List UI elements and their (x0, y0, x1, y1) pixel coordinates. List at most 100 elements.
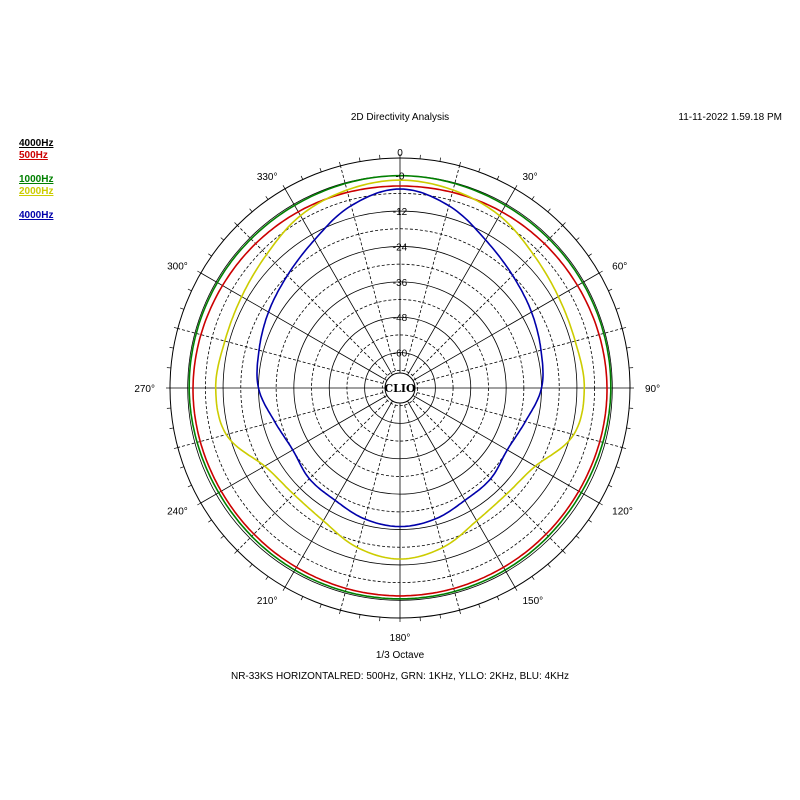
tick-mark (187, 288, 192, 292)
tick-mark (439, 157, 441, 162)
tick-mark (575, 535, 580, 539)
angle-tick-label: 90° (645, 384, 660, 395)
tick-mark (575, 237, 580, 241)
tick-mark (265, 196, 269, 200)
tick-mark (319, 604, 322, 609)
tick-mark (439, 614, 441, 619)
radial-tick-label: -60 (393, 349, 408, 360)
spoke (399, 387, 516, 588)
legend-entry: 4000Hz (19, 138, 54, 149)
spoke-minor (416, 392, 623, 448)
legend-entry: 500Hz (19, 150, 48, 161)
tick-mark (173, 327, 178, 329)
legend-entry: 1000Hz (19, 174, 54, 185)
octave-label: 1/3 Octave (375, 650, 425, 661)
center-badge (384, 372, 416, 404)
legend-entry: 2000Hz (19, 186, 54, 197)
tick-mark (173, 447, 178, 449)
tick-mark (588, 519, 592, 523)
spoke-minor (177, 392, 384, 448)
tick-mark (622, 447, 627, 449)
series-curve-2 (214, 179, 586, 560)
radial-tick-label: -0 (396, 172, 405, 183)
spoke-minor (404, 404, 460, 611)
tick-mark (234, 222, 238, 226)
spoke-minor (412, 225, 563, 376)
angle-tick-label: 0 (397, 148, 403, 159)
angle-tick-label: 60° (612, 262, 627, 273)
legend-entry: 4000Hz (19, 210, 54, 221)
tick-mark (187, 484, 192, 488)
radial-tick-label: -12 (393, 207, 408, 218)
tick-mark (169, 427, 174, 429)
tick-mark (282, 587, 286, 591)
spoke (284, 387, 401, 588)
spoke (399, 188, 516, 389)
spoke (399, 272, 600, 389)
tick-mark (339, 161, 341, 166)
angle-tick-label: 300° (167, 262, 188, 273)
tick-mark (265, 576, 269, 580)
tick-mark (514, 587, 518, 591)
chart-title: 2D Directivity Analysis (350, 112, 450, 123)
angle-tick-label: 240° (167, 507, 188, 518)
tick-mark (234, 550, 238, 554)
tick-mark (179, 466, 184, 469)
tick-mark (496, 596, 500, 601)
spoke (399, 387, 600, 504)
angle-tick-label: 180° (390, 633, 411, 644)
series-curve-0 (192, 185, 608, 597)
series-curve-3 (256, 188, 544, 528)
tick-mark (339, 610, 341, 615)
tick-mark (179, 307, 184, 310)
tick-mark (562, 550, 566, 554)
tick-mark (622, 327, 627, 329)
tick-mark (208, 519, 212, 523)
tick-mark (599, 270, 603, 274)
spoke-minor (416, 328, 623, 384)
spoke-minor (177, 328, 384, 384)
tick-mark (208, 253, 212, 257)
radial-tick-label: -24 (393, 242, 408, 253)
tick-mark (599, 502, 603, 506)
spoke (284, 188, 401, 389)
tick-mark (249, 563, 253, 568)
series-curve-1 (188, 174, 612, 600)
spoke (200, 272, 401, 389)
tick-mark (626, 427, 631, 429)
angle-tick-label: 210° (257, 596, 278, 607)
tick-mark (169, 347, 174, 349)
angle-tick-label: 150° (523, 596, 544, 607)
tick-mark (478, 604, 481, 609)
angle-tick-label: 270° (134, 384, 155, 395)
tick-mark (616, 307, 621, 310)
tick-mark (459, 610, 461, 615)
tick-mark (197, 270, 201, 274)
tick-mark (531, 196, 535, 200)
tick-mark (626, 347, 631, 349)
timestamp: 11-11-2022 1.59.18 PM (678, 112, 782, 123)
spoke-minor (340, 404, 396, 611)
tick-mark (319, 167, 322, 172)
spoke-minor (340, 165, 396, 372)
tick-mark (300, 175, 304, 180)
tick-mark (249, 208, 253, 213)
angle-tick-label: 120° (612, 507, 633, 518)
angle-tick-label: 330° (257, 172, 278, 183)
tick-mark (359, 157, 361, 162)
tick-mark (496, 175, 500, 180)
radial-tick-label: -48 (393, 313, 408, 324)
center-logo-text: CLIO (384, 382, 416, 395)
tick-mark (282, 185, 286, 189)
legend: 4000Hz 500Hz 1000Hz 2000Hz 4000Hz (19, 138, 53, 222)
tick-mark (478, 167, 481, 172)
spoke-minor (237, 225, 388, 376)
radial-tick-label: -36 (393, 278, 408, 289)
tick-mark (547, 208, 551, 213)
tick-mark (608, 288, 613, 292)
tick-mark (531, 576, 535, 580)
spoke-minor (404, 165, 460, 372)
tick-mark (300, 596, 304, 601)
tick-mark (197, 502, 201, 506)
